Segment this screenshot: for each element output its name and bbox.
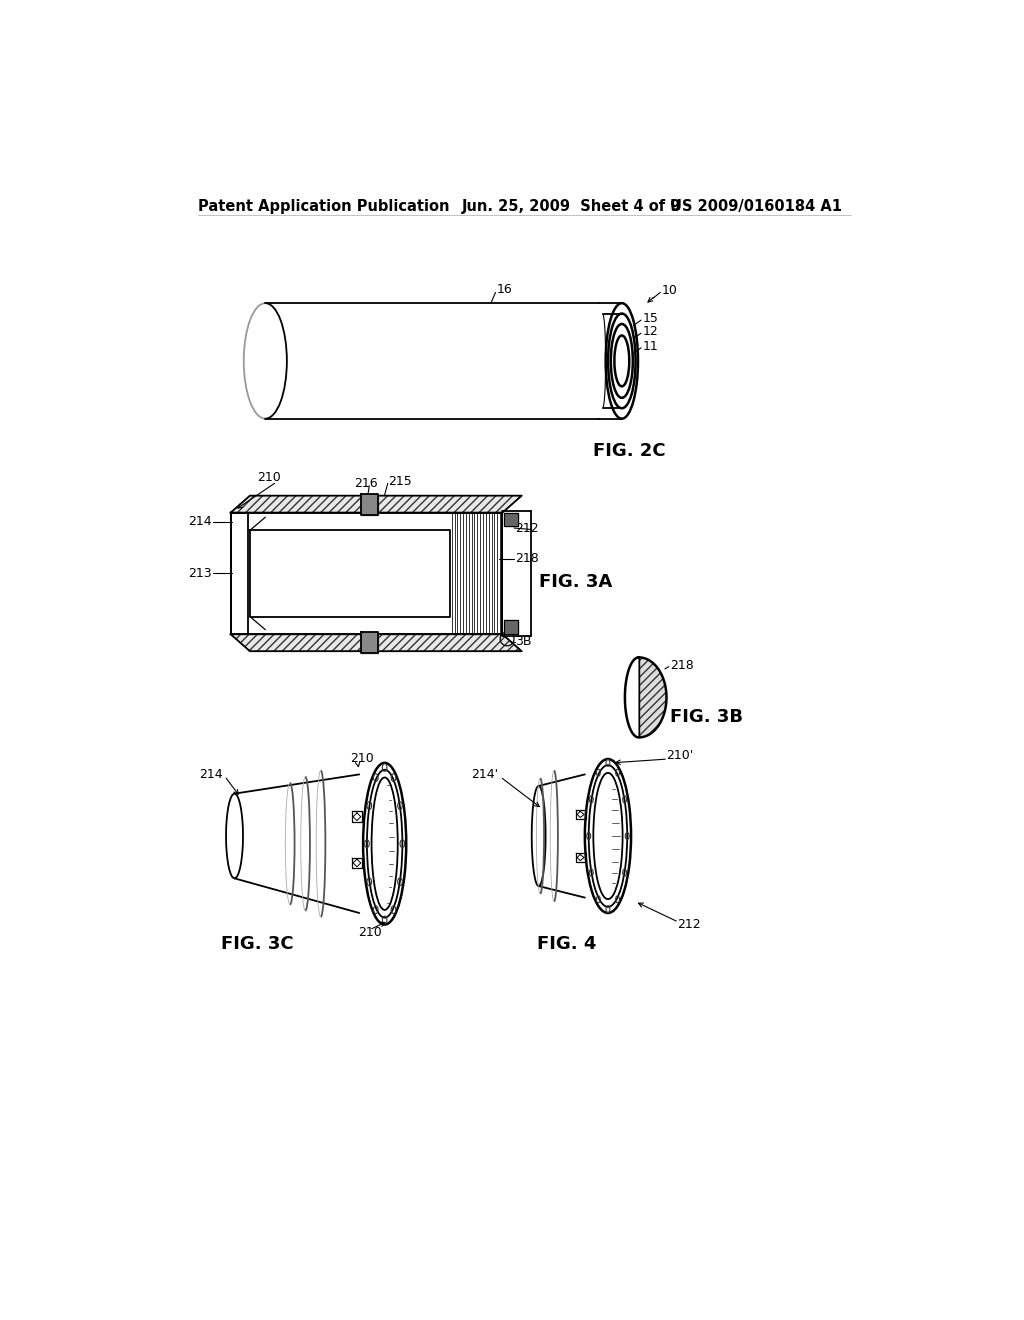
Text: 210: 210 [258, 471, 282, 484]
Text: 11: 11 [643, 339, 658, 352]
Text: 3B: 3B [515, 635, 532, 648]
Text: 10: 10 [662, 284, 678, 297]
Text: 216: 216 [354, 477, 378, 490]
Text: 12: 12 [643, 325, 658, 338]
Polygon shape [360, 494, 378, 515]
Text: 212: 212 [677, 917, 700, 931]
Text: 16: 16 [497, 282, 512, 296]
Text: 214: 214 [200, 768, 223, 781]
Text: FIG. 3C: FIG. 3C [221, 935, 294, 953]
Text: 218: 218 [671, 659, 694, 672]
Text: 213: 213 [187, 566, 211, 579]
Text: 210': 210' [666, 748, 693, 762]
Text: 212: 212 [515, 521, 540, 535]
Text: Patent Application Publication: Patent Application Publication [199, 198, 450, 214]
Text: Jun. 25, 2009  Sheet 4 of 9: Jun. 25, 2009 Sheet 4 of 9 [462, 198, 681, 214]
Text: 214: 214 [187, 515, 211, 528]
Polygon shape [230, 496, 521, 512]
Text: 214': 214' [471, 768, 499, 781]
Polygon shape [639, 657, 667, 738]
Text: US 2009/0160184 A1: US 2009/0160184 A1 [670, 198, 842, 214]
Text: FIG. 3A: FIG. 3A [539, 573, 612, 591]
Text: 210: 210 [357, 925, 382, 939]
Text: FIG. 3B: FIG. 3B [671, 708, 743, 726]
Text: FIG. 2C: FIG. 2C [593, 442, 666, 459]
Text: 215: 215 [388, 474, 413, 487]
Text: FIG. 4: FIG. 4 [538, 935, 597, 953]
Polygon shape [230, 635, 521, 651]
Polygon shape [504, 512, 518, 527]
Text: 15: 15 [643, 312, 658, 325]
Polygon shape [360, 632, 378, 653]
Polygon shape [504, 620, 518, 635]
Text: 218: 218 [515, 552, 540, 565]
Text: 210: 210 [350, 752, 374, 766]
